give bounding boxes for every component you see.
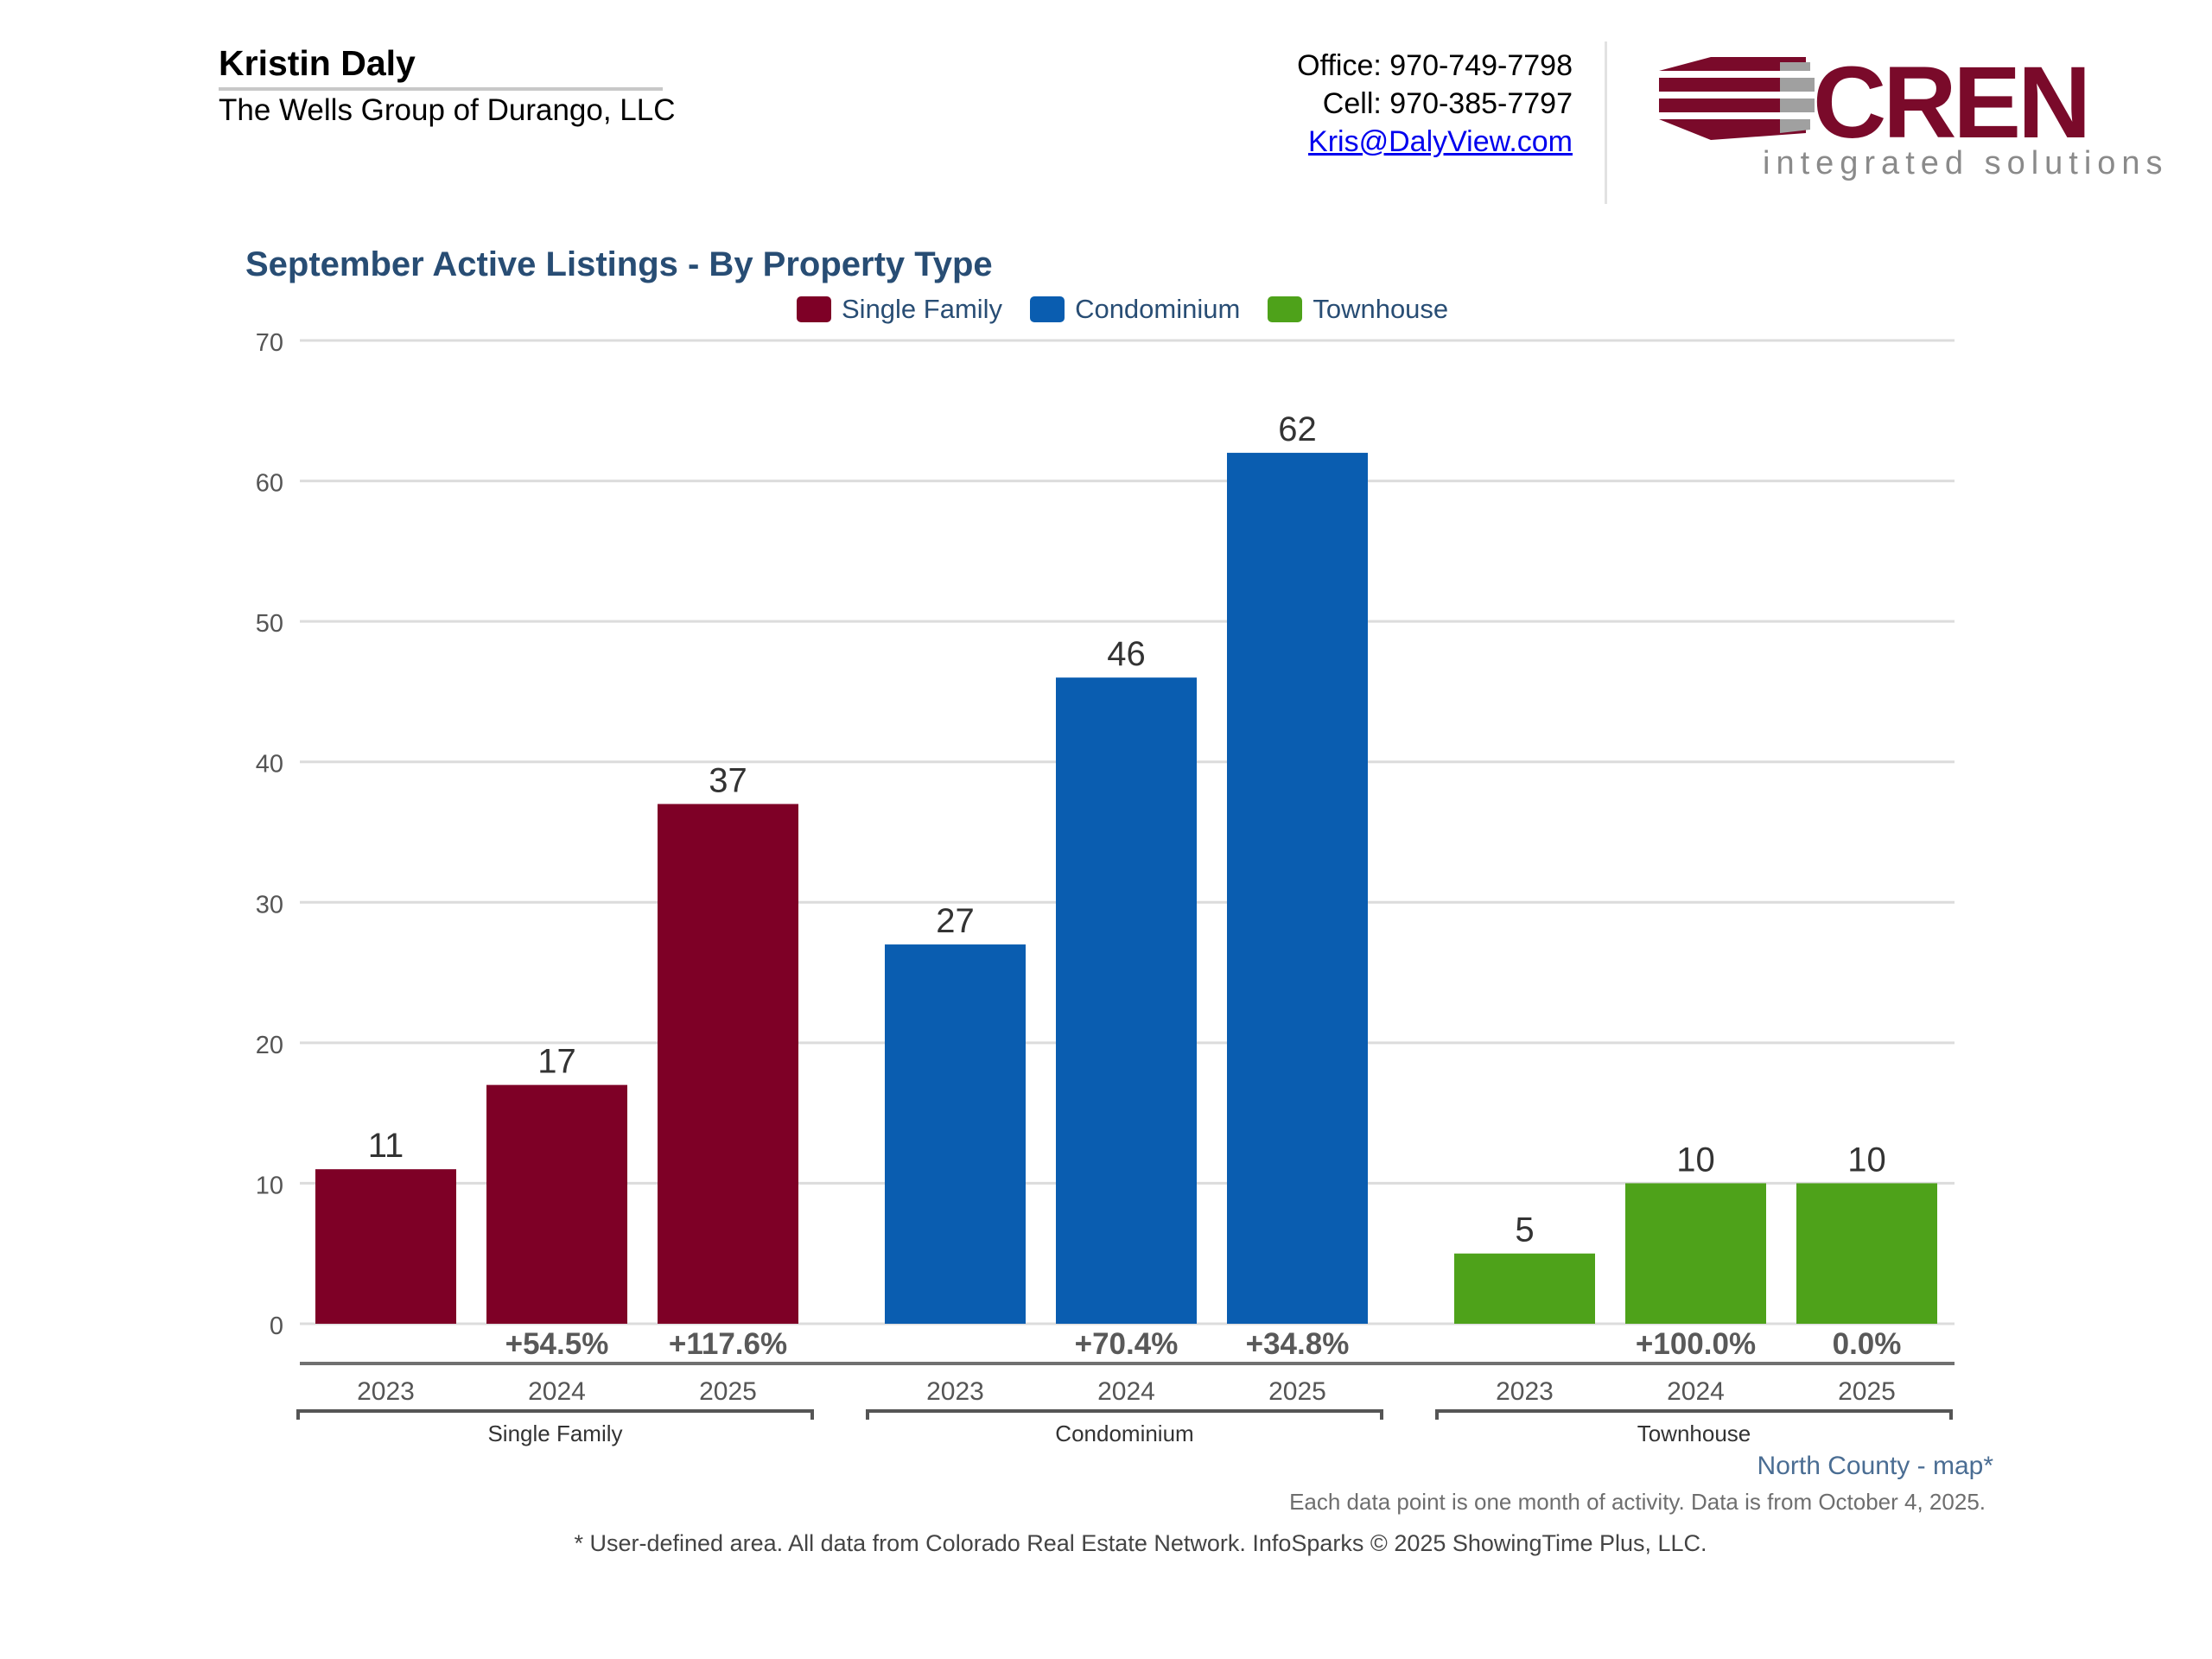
bar-value-label: 37 (709, 761, 747, 799)
y-tick-label: 20 (256, 1032, 283, 1059)
stacked-lines-icon (1659, 57, 1815, 140)
legend-label-condominium: Condominium (1075, 294, 1241, 324)
cren-logo-graphic: CREN (1659, 46, 2091, 160)
bar-value-label: 46 (1107, 635, 1146, 673)
chart-title: September Active Listings - By Property … (245, 245, 993, 283)
bar-condominium-2025 (1227, 453, 1368, 1324)
cren-logo-text: CREN (1813, 54, 2088, 153)
y-tick-label: 10 (256, 1172, 283, 1199)
data-note: Each data point is one month of activity… (1289, 1489, 1986, 1515)
legend-swatch-single-family (797, 296, 831, 322)
legend-swatch-condominium (1030, 296, 1065, 322)
x-tick-label: 2023 (926, 1377, 984, 1406)
agent-name-divider (219, 87, 663, 91)
y-tick-label: 70 (256, 329, 283, 357)
group-bracket-single-family (296, 1409, 814, 1420)
legend-item-condominium: Condominium (1030, 294, 1240, 325)
x-tick-label: 2025 (699, 1377, 757, 1406)
change-label: +54.5% (505, 1327, 609, 1361)
bar-value-label: 11 (368, 1127, 404, 1165)
group-bracket-townhouse (1435, 1409, 1953, 1420)
group-bracket-condominium (866, 1409, 1383, 1420)
group-label-single-family: Single Family (487, 1421, 622, 1446)
bar-townhouse-2025 (1796, 1183, 1937, 1324)
y-tick-label: 60 (256, 470, 283, 498)
email-link[interactable]: Kris@DalyView.com (1308, 125, 1573, 158)
agent-name: Kristin Daly (219, 43, 416, 83)
cren-logo-tagline: integrated solutions (1763, 145, 2169, 181)
cren-logo: CREN (1650, 46, 2169, 160)
change-label: +100.0% (1636, 1327, 1756, 1361)
legend-item-single-family: Single Family (797, 294, 1002, 325)
footer-note: * User-defined area. All data from Color… (574, 1530, 1707, 1556)
y-tick-label: 50 (256, 610, 283, 638)
bar-value-label: 5 (1515, 1211, 1534, 1249)
x-tick-label: 2023 (1496, 1377, 1554, 1406)
change-label: +70.4% (1075, 1327, 1179, 1361)
legend-label-single-family: Single Family (842, 294, 1003, 324)
bar-single-family-2023 (315, 1169, 456, 1324)
x-tick-label: 2025 (1268, 1377, 1326, 1406)
bar-condominium-2023 (885, 944, 1026, 1324)
y-tick-label: 40 (256, 751, 283, 779)
contact-block: Office: 970-749-7798 Cell: 970-385-7797 … (1297, 47, 1573, 161)
bar-townhouse-2024 (1625, 1183, 1766, 1324)
x-tick-label: 2024 (1097, 1377, 1155, 1406)
bar-value-label: 27 (936, 902, 975, 940)
change-label: +117.6% (669, 1327, 787, 1361)
group-label-townhouse: Townhouse (1637, 1421, 1751, 1446)
change-label: +34.8% (1246, 1327, 1350, 1361)
cell-phone: Cell: 970-385-7797 (1322, 87, 1573, 120)
bar-value-label: 17 (537, 1043, 576, 1081)
area-map-link[interactable]: North County - map* (1757, 1452, 1993, 1480)
office-phone: Office: 970-749-7798 (1297, 49, 1573, 82)
x-tick-label: 2024 (1667, 1377, 1725, 1406)
legend-item-townhouse: Townhouse (1268, 294, 1448, 325)
legend-label-townhouse: Townhouse (1313, 294, 1449, 324)
bar-condominium-2024 (1056, 677, 1197, 1324)
change-label: 0.0% (1833, 1327, 1902, 1361)
agent-company: The Wells Group of Durango, LLC (219, 93, 676, 127)
bar-value-label: 10 (1847, 1141, 1886, 1179)
group-label-condominium: Condominium (1055, 1421, 1193, 1446)
chart-legend: Single Family Condominium Townhouse (797, 294, 1448, 325)
x-tick-label: 2024 (528, 1377, 586, 1406)
y-tick-label: 30 (256, 891, 283, 918)
x-tick-label: 2023 (357, 1377, 415, 1406)
bar-townhouse-2023 (1454, 1253, 1595, 1324)
bar-value-label: 10 (1676, 1141, 1715, 1179)
bar-value-label: 62 (1278, 410, 1317, 448)
y-tick-label: 0 (270, 1313, 283, 1340)
x-tick-label: 2025 (1838, 1377, 1896, 1406)
bar-single-family-2025 (658, 804, 798, 1324)
legend-swatch-townhouse (1268, 296, 1303, 322)
bar-single-family-2024 (486, 1084, 627, 1324)
header-divider (1605, 41, 1607, 204)
